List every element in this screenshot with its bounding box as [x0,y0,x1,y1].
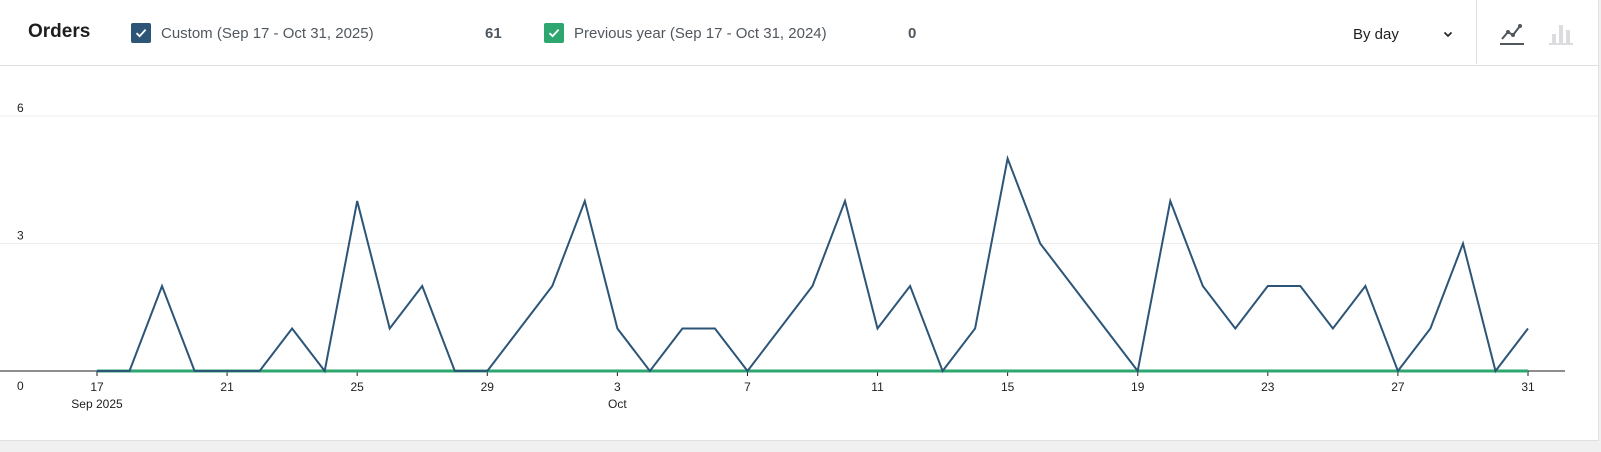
x-tick-label: 31 [1521,380,1535,394]
series-line-current [97,154,1529,374]
legend-item-current[interactable]: Custom (Sep 17 - Oct 31, 2025) [131,23,374,43]
x-tick-label: 19 [1131,380,1145,394]
x-tick-label: 7 [744,380,751,394]
x-tick-label: 17 [90,380,104,394]
legend-total-current: 61 [485,25,502,42]
legend-item-previous[interactable]: Previous year (Sep 17 - Oct 31, 2024) [544,23,827,43]
y-tick-label: 0 [17,379,24,393]
checkmark-icon [548,28,560,38]
x-tick-sublabel: Sep 2025 [71,397,123,411]
bar-chart-icon [1549,25,1573,45]
x-tick-label: 27 [1391,380,1405,394]
checkmark-icon [135,28,147,38]
y-tick-label: 3 [17,229,24,243]
line-chart-toggle[interactable] [1498,20,1526,48]
x-tick-label: 15 [1001,380,1015,394]
x-tick-label: 29 [481,380,495,394]
x-tick-label: 21 [220,380,234,394]
chart-title: Orders [28,21,91,42]
checkbox-current[interactable] [131,23,151,43]
line-chart-icon [1500,24,1524,45]
header-divider [1476,0,1477,64]
x-tick-label: 3 [614,380,621,394]
chevron-down-icon [1443,31,1453,38]
orders-line-chart: 6 3 0 17 Sep 2025 21 25 29 3 Oct 7 11 15 19 23 27 31 [0,101,1598,411]
legend-total-previous: 0 [908,25,917,42]
orders-chart-card: Orders Custom (Sep 17 - Oct 31, 2025) 61… [0,0,1599,441]
x-tick-label: 23 [1261,380,1275,394]
interval-select[interactable]: By day [1353,24,1455,44]
y-tick-label: 6 [17,101,24,115]
chart-header: Orders Custom (Sep 17 - Oct 31, 2025) 61… [0,0,1598,66]
bar-chart-toggle[interactable] [1547,20,1575,48]
x-tick-label: 25 [351,380,365,394]
interval-select-label: By day [1353,25,1399,43]
x-tick-sublabel: Oct [608,397,627,411]
legend-label-previous: Previous year (Sep 17 - Oct 31, 2024) [574,24,827,42]
x-tick-label: 11 [871,380,884,394]
checkbox-previous[interactable] [544,23,564,43]
legend-label-current: Custom (Sep 17 - Oct 31, 2025) [161,24,374,42]
